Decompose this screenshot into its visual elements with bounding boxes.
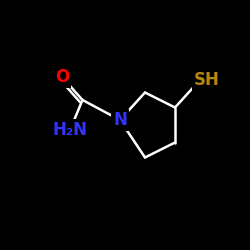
Text: H₂N: H₂N [52, 121, 88, 139]
Text: N: N [113, 111, 127, 129]
Text: SH: SH [193, 71, 219, 89]
Text: O: O [56, 68, 70, 86]
